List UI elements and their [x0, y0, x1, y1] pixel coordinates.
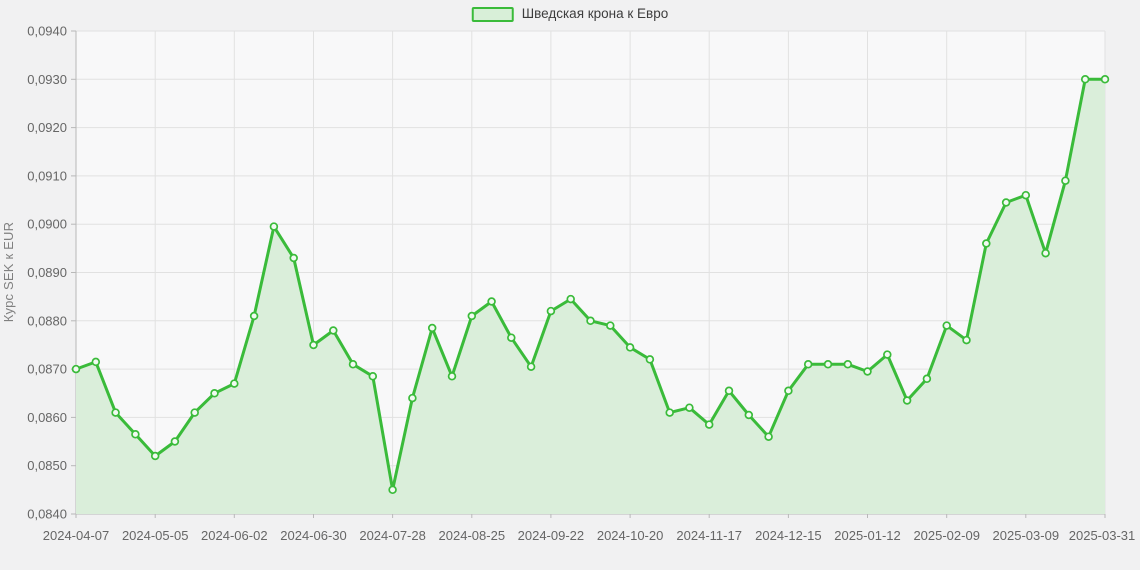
- data-point-marker[interactable]: [348, 360, 358, 369]
- data-point-marker[interactable]: [704, 420, 714, 429]
- x-tick-label: 2024-10-20: [597, 528, 664, 543]
- legend-series-label: Шведская крона к Евро: [521, 6, 669, 21]
- x-tick-label: 2024-09-22: [518, 528, 585, 543]
- data-point-marker[interactable]: [1001, 198, 1011, 207]
- data-point-marker[interactable]: [566, 294, 575, 304]
- y-tick-label: 0,0860: [27, 410, 67, 425]
- x-tick-label: 2024-07-28: [359, 528, 426, 543]
- data-point-marker[interactable]: [309, 340, 318, 350]
- x-tick-label: 2024-05-05: [122, 528, 189, 543]
- x-tick-label: 2025-03-31: [1069, 528, 1136, 543]
- data-point-marker[interactable]: [111, 408, 120, 417]
- data-point-marker[interactable]: [823, 360, 833, 369]
- y-axis-title: Курс SEK к EUR: [1, 222, 16, 322]
- x-tick-label: 2024-04-07: [43, 528, 110, 543]
- data-point-marker[interactable]: [803, 360, 813, 369]
- y-tick-label: 0,0850: [27, 458, 67, 473]
- data-point-marker[interactable]: [507, 333, 516, 342]
- data-point-marker[interactable]: [1100, 75, 1110, 84]
- data-point-marker[interactable]: [91, 357, 101, 367]
- data-point-marker[interactable]: [863, 367, 872, 376]
- data-point-marker[interactable]: [329, 326, 338, 335]
- data-point-marker[interactable]: [843, 360, 853, 369]
- data-point-marker[interactable]: [408, 393, 417, 403]
- data-point-marker[interactable]: [131, 430, 140, 439]
- x-tick-label: 2025-03-09: [993, 528, 1060, 543]
- data-point-marker[interactable]: [368, 372, 378, 381]
- data-point-marker[interactable]: [1041, 248, 1050, 258]
- legend[interactable]: Шведская крона к Евро: [471, 6, 669, 22]
- data-point-marker[interactable]: [665, 408, 674, 417]
- x-tick-label: 2024-06-30: [280, 528, 347, 543]
- y-tick-label: 0,0910: [27, 168, 67, 183]
- data-point-marker[interactable]: [982, 239, 991, 248]
- data-point-marker[interactable]: [150, 451, 160, 461]
- data-point-marker[interactable]: [249, 311, 259, 321]
- data-point-marker[interactable]: [71, 364, 81, 374]
- data-point-marker[interactable]: [447, 372, 457, 381]
- data-point-marker[interactable]: [269, 222, 279, 231]
- y-tick-label: 0,0920: [27, 120, 67, 135]
- data-point-marker[interactable]: [922, 374, 932, 384]
- x-tick-label: 2024-12-15: [755, 528, 822, 543]
- y-tick-label: 0,0840: [27, 507, 67, 522]
- data-point-marker[interactable]: [764, 432, 773, 441]
- x-tick-label: 2025-01-12: [834, 528, 901, 543]
- x-tick-label: 2024-11-17: [676, 528, 742, 543]
- data-point-marker[interactable]: [784, 386, 793, 396]
- data-point-marker[interactable]: [606, 321, 615, 330]
- data-point-marker[interactable]: [388, 485, 397, 495]
- data-point-marker[interactable]: [724, 386, 734, 396]
- y-tick-label: 0,0930: [27, 72, 67, 87]
- data-point-marker[interactable]: [685, 403, 694, 412]
- y-tick-label: 0,0900: [27, 217, 67, 232]
- legend-swatch-icon: [471, 6, 514, 22]
- data-point-marker[interactable]: [586, 316, 595, 326]
- data-point-marker[interactable]: [645, 355, 655, 364]
- data-point-marker[interactable]: [546, 306, 556, 316]
- data-point-marker[interactable]: [1021, 190, 1031, 200]
- y-tick-label: 0,0940: [27, 24, 67, 39]
- data-point-marker[interactable]: [526, 362, 536, 371]
- data-point-marker[interactable]: [427, 323, 437, 333]
- data-point-marker[interactable]: [1061, 176, 1070, 185]
- data-point-marker[interactable]: [625, 343, 635, 352]
- data-point-marker[interactable]: [230, 379, 239, 388]
- data-point-marker[interactable]: [170, 437, 180, 446]
- data-point-marker[interactable]: [883, 350, 892, 359]
- data-point-marker[interactable]: [942, 321, 951, 330]
- data-point-marker[interactable]: [744, 410, 754, 420]
- y-tick-label: 0,0880: [27, 313, 67, 328]
- data-point-marker[interactable]: [467, 311, 477, 321]
- data-point-marker[interactable]: [902, 396, 912, 405]
- y-tick-label: 0,0890: [27, 265, 67, 280]
- data-point-marker[interactable]: [487, 297, 496, 306]
- y-tick-label: 0,0870: [27, 362, 67, 377]
- data-point-marker[interactable]: [962, 335, 971, 345]
- data-point-marker[interactable]: [210, 389, 219, 398]
- series-area: [76, 79, 1105, 515]
- data-point-marker[interactable]: [190, 408, 199, 417]
- x-tick-label: 2024-08-25: [439, 528, 506, 543]
- x-tick-label: 2025-02-09: [913, 528, 980, 543]
- data-point-marker[interactable]: [289, 253, 298, 263]
- data-point-marker[interactable]: [1080, 75, 1090, 84]
- x-tick-label: 2024-06-02: [201, 528, 268, 543]
